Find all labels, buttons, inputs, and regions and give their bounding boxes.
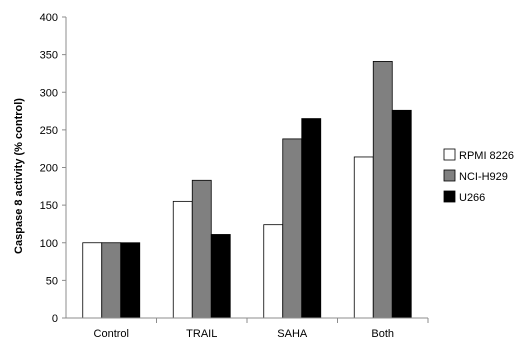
y-tick-label: 50 [46, 275, 58, 287]
bar [372, 60, 393, 319]
bar [282, 138, 303, 319]
legend-label: RPMI 8226 [459, 150, 514, 162]
legend-swatch [443, 148, 456, 161]
y-tick-label: 250 [40, 125, 58, 137]
y-tick-label: 0 [52, 313, 58, 325]
y-tick-label: 150 [40, 200, 58, 212]
x-axis-categories: Control TRAIL SAHA Both [94, 318, 429, 340]
bar [191, 179, 212, 319]
bar [120, 242, 141, 319]
bar [353, 156, 374, 319]
y-tick-label: 400 [40, 12, 58, 24]
bar [82, 242, 103, 319]
y-tick-label: 300 [40, 87, 58, 99]
legend-swatch [443, 190, 456, 203]
bar [210, 234, 231, 319]
bar [301, 118, 322, 319]
bar [263, 224, 284, 319]
x-tick-label: Control [94, 328, 129, 340]
y-tick-label: 100 [40, 238, 58, 250]
y-tick-label: 350 [40, 50, 58, 62]
bar [391, 109, 412, 319]
x-tick-label: Both [371, 328, 394, 340]
legend-label: NCI-H929 [459, 171, 508, 183]
bar [172, 200, 193, 319]
y-tick-label: 200 [40, 163, 58, 175]
bar [101, 242, 122, 319]
legend-label: U266 [459, 192, 485, 204]
legend: RPMI 8226 NCI-H929 U266 [443, 148, 514, 204]
legend-swatch [443, 169, 456, 182]
x-tick-label: SAHA [277, 328, 308, 340]
y-axis-ticks: 0 50 100 150 200 250 300 350 400 [40, 12, 66, 325]
bars [82, 60, 412, 319]
y-axis-label: Caspase 8 activity (% control) [13, 98, 25, 254]
x-tick-label: TRAIL [186, 328, 217, 340]
